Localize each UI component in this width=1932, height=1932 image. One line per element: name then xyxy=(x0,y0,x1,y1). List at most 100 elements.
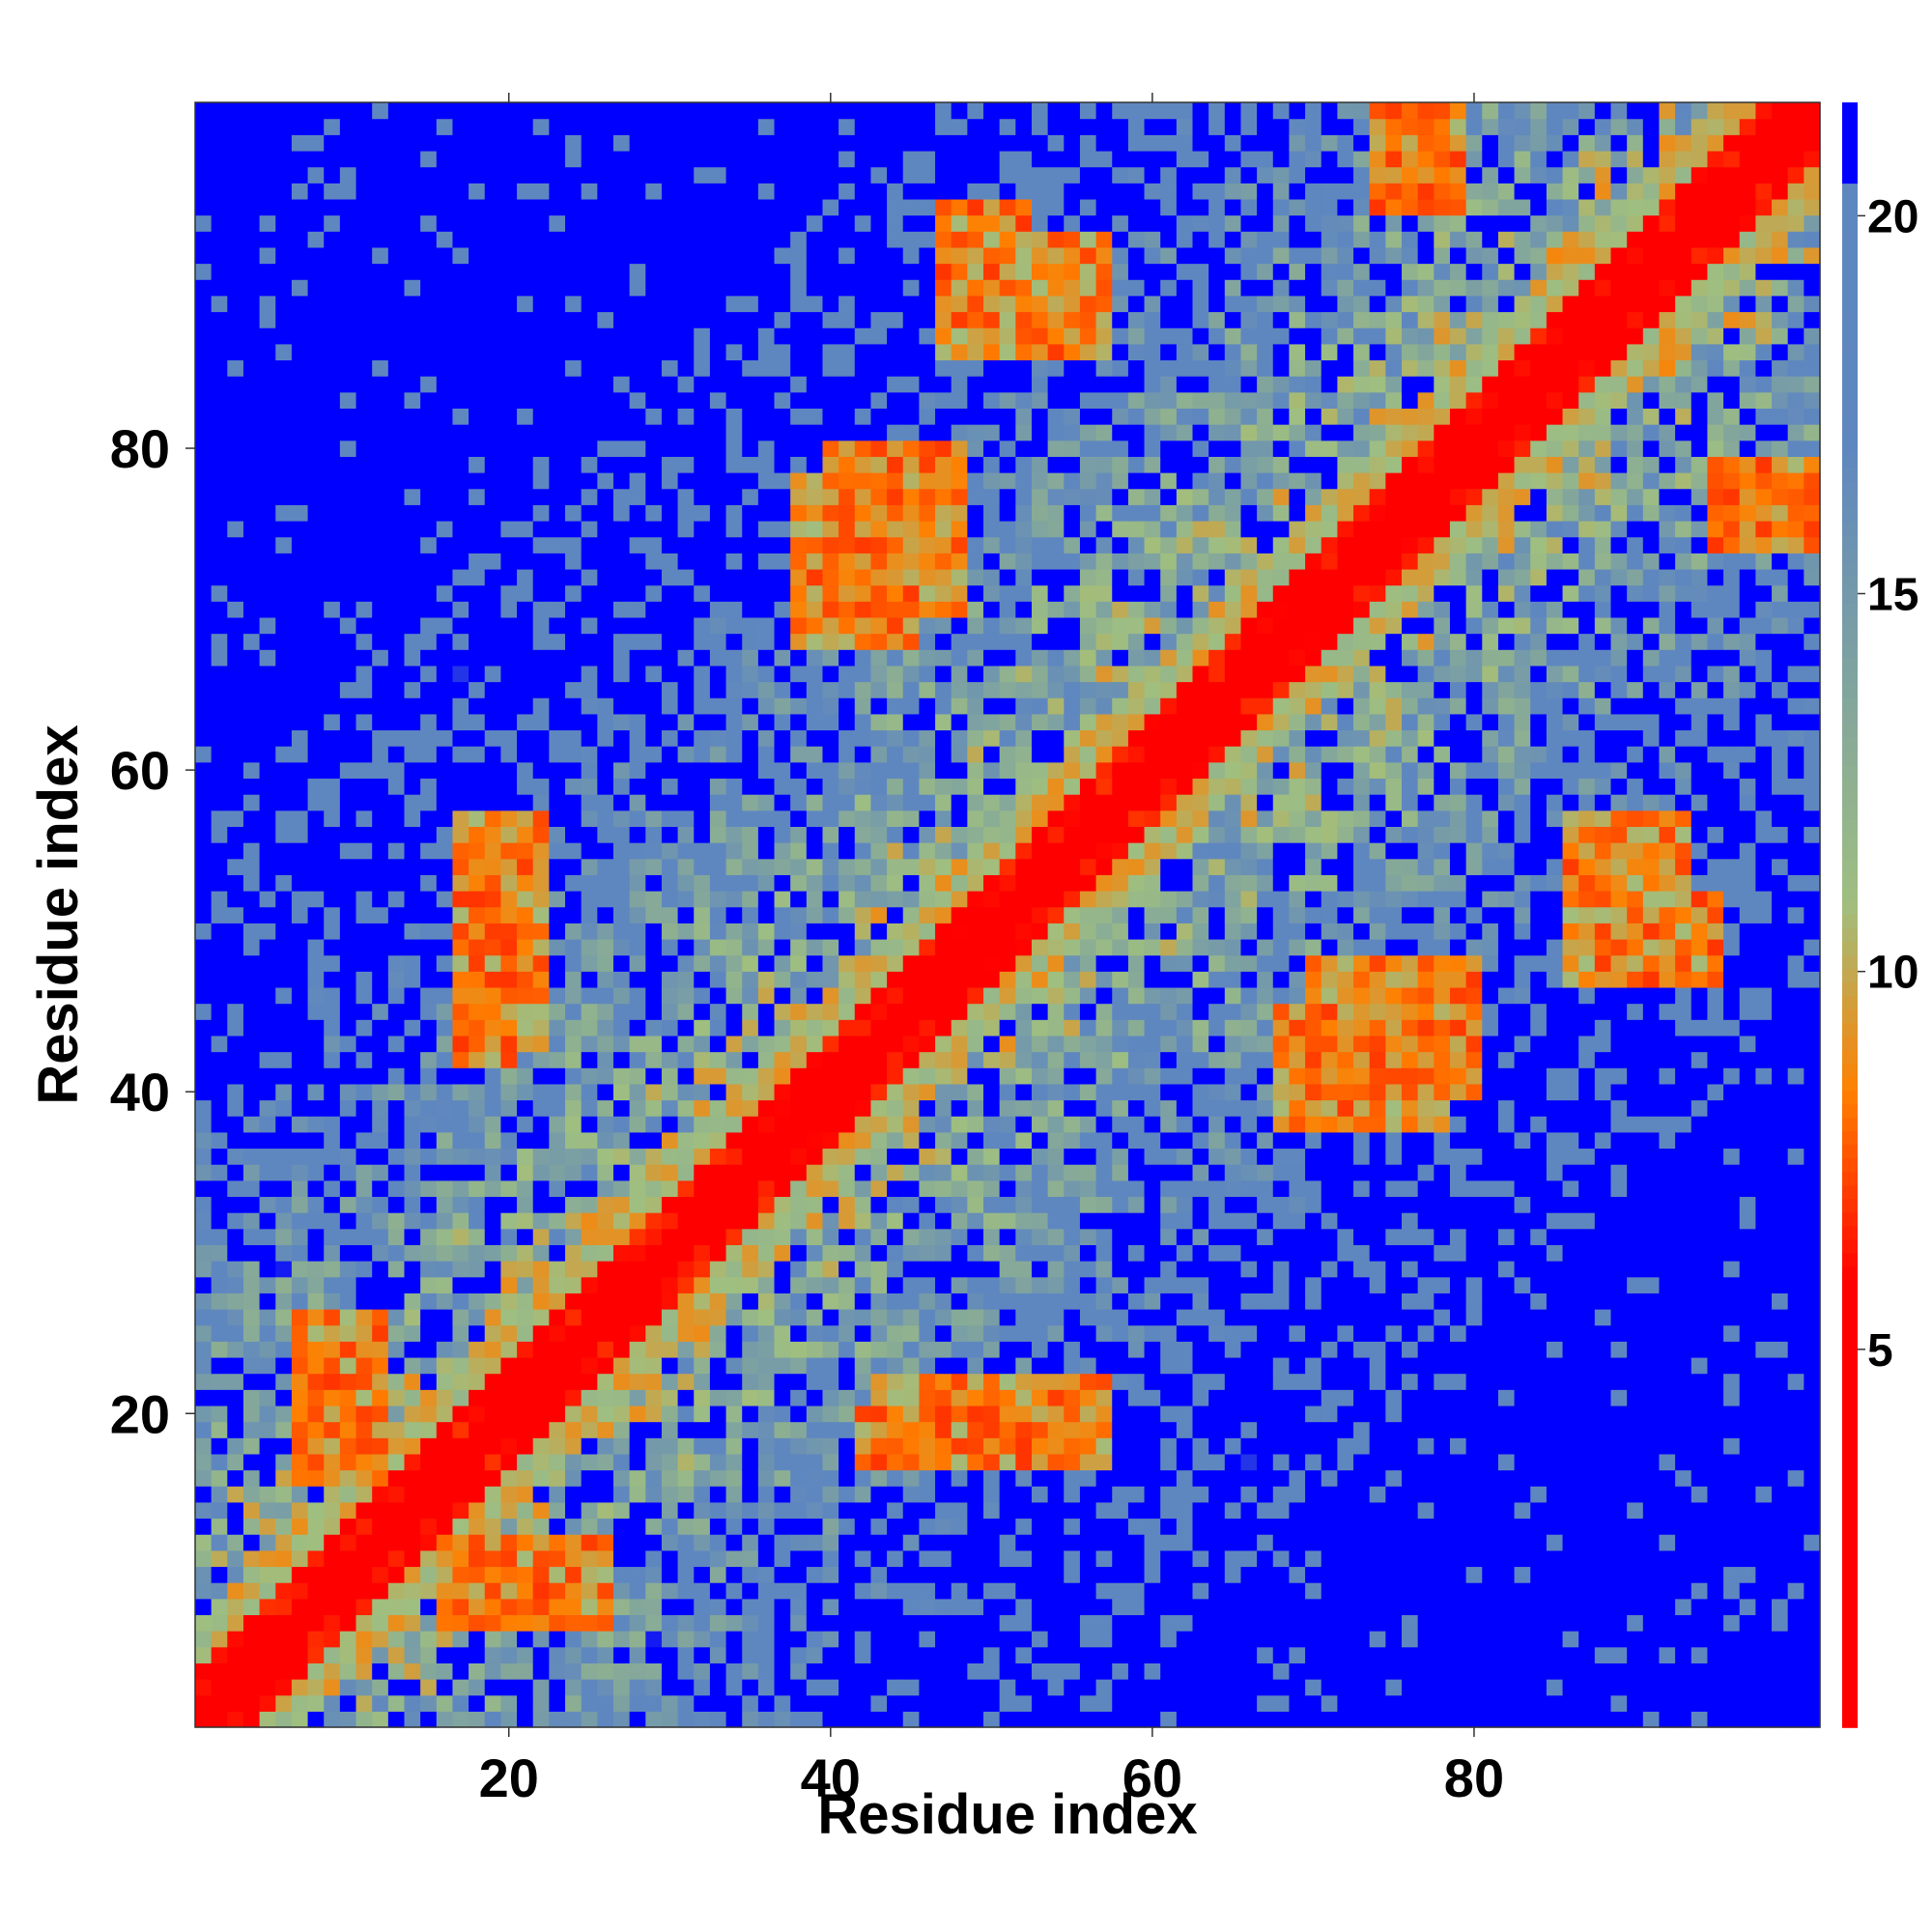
heatmap-cell xyxy=(291,1164,309,1181)
heatmap-cell xyxy=(227,343,244,361)
heatmap-cell xyxy=(790,1261,808,1278)
heatmap-cell xyxy=(291,1662,309,1680)
heatmap-cell xyxy=(242,1421,261,1438)
heatmap-cell xyxy=(227,1164,244,1181)
heatmap-cell xyxy=(387,1261,406,1278)
heatmap-cell xyxy=(469,1196,486,1213)
heatmap-cell xyxy=(677,810,695,827)
heatmap-cell xyxy=(887,1131,904,1150)
heatmap-cell xyxy=(757,504,776,522)
heatmap-cell xyxy=(372,584,389,602)
heatmap-cell xyxy=(677,327,695,345)
heatmap-cell xyxy=(951,536,968,554)
heatmap-cell xyxy=(291,408,309,425)
heatmap-cell xyxy=(500,746,518,763)
heatmap-cell xyxy=(742,1486,759,1503)
heatmap-cell xyxy=(549,1324,566,1342)
heatmap-cell xyxy=(887,311,904,328)
heatmap-cell xyxy=(629,327,646,345)
heatmap-cell xyxy=(195,1019,213,1037)
heatmap-cell xyxy=(854,1662,872,1680)
heatmap-cell xyxy=(549,681,566,698)
heatmap-cell xyxy=(469,166,486,184)
heatmap-cell xyxy=(242,761,261,780)
heatmap-cell xyxy=(757,376,776,393)
heatmap-cell xyxy=(420,971,438,988)
heatmap-cell xyxy=(742,1694,759,1712)
heatmap-cell xyxy=(806,681,824,698)
heatmap-cell xyxy=(919,456,936,473)
heatmap-cell xyxy=(484,761,502,780)
heatmap-cell xyxy=(259,729,276,747)
heatmap-cell xyxy=(484,1083,502,1101)
heatmap-cell xyxy=(484,1373,502,1390)
heatmap-cell xyxy=(790,198,808,216)
heatmap-cell xyxy=(661,874,679,892)
heatmap-cell xyxy=(661,1405,679,1423)
heatmap-cell xyxy=(854,1019,872,1037)
heatmap-cell xyxy=(372,214,389,232)
heatmap-cell xyxy=(355,166,373,184)
heatmap-cell xyxy=(581,778,598,795)
heatmap-cell xyxy=(355,1389,373,1406)
heatmap-cell xyxy=(549,1469,566,1487)
heatmap-cell xyxy=(854,971,872,988)
heatmap-cell xyxy=(887,1694,904,1712)
heatmap-cell xyxy=(339,681,357,698)
heatmap-cell xyxy=(469,520,486,538)
heatmap-cell xyxy=(919,1437,936,1455)
heatmap-cell xyxy=(870,1534,888,1551)
heatmap-cell xyxy=(452,1164,469,1181)
heatmap-cell xyxy=(291,424,309,441)
heatmap-cell xyxy=(742,568,759,586)
heatmap-cell xyxy=(517,424,534,441)
heatmap-cell xyxy=(307,906,325,923)
heatmap-cell xyxy=(275,810,293,827)
heatmap-cell xyxy=(661,359,679,377)
heatmap-cell xyxy=(339,150,357,168)
heatmap-cell xyxy=(372,746,389,763)
heatmap-cell xyxy=(195,1501,213,1520)
heatmap-cell xyxy=(242,488,261,505)
heatmap-cell xyxy=(677,826,695,843)
heatmap-cell xyxy=(935,874,952,892)
heatmap-cell xyxy=(291,1148,309,1165)
heatmap-cell xyxy=(469,1518,486,1535)
heatmap-cell xyxy=(694,874,711,892)
heatmap-cell xyxy=(436,183,454,200)
heatmap-cell xyxy=(597,327,614,345)
heatmap-cell xyxy=(420,842,438,860)
heatmap-cell xyxy=(517,408,534,425)
heatmap-cell xyxy=(887,729,904,747)
heatmap-cell xyxy=(822,295,839,313)
heatmap-cell xyxy=(645,1453,663,1471)
heatmap-cell xyxy=(242,1582,261,1600)
heatmap-cell xyxy=(645,1035,663,1053)
heatmap-cell xyxy=(355,1405,373,1423)
heatmap-cell xyxy=(774,198,791,216)
heatmap-cell xyxy=(355,504,373,522)
heatmap-cell xyxy=(549,1549,566,1568)
heatmap-cell xyxy=(694,408,711,425)
heatmap-cell xyxy=(500,1276,518,1293)
heatmap-cell xyxy=(565,150,582,168)
heatmap-cell xyxy=(887,891,904,908)
heatmap-cell xyxy=(452,954,469,972)
heatmap-cell xyxy=(211,150,228,168)
heatmap-cell xyxy=(581,1309,598,1326)
heatmap-cell xyxy=(581,1469,598,1487)
heatmap-cell xyxy=(935,343,952,361)
heatmap-cell xyxy=(822,166,839,184)
heatmap-cell xyxy=(902,488,920,505)
heatmap-cell xyxy=(725,584,743,602)
heatmap-cell xyxy=(355,231,373,248)
heatmap-cell xyxy=(725,1437,743,1455)
heatmap-cell xyxy=(517,746,534,763)
heatmap-cell xyxy=(645,456,663,473)
heatmap-cell xyxy=(742,1469,759,1487)
heatmap-cell xyxy=(870,713,888,731)
heatmap-cell xyxy=(275,906,293,923)
heatmap-cell xyxy=(324,391,341,410)
heatmap-cell xyxy=(774,713,791,731)
heatmap-cell xyxy=(709,1309,727,1326)
